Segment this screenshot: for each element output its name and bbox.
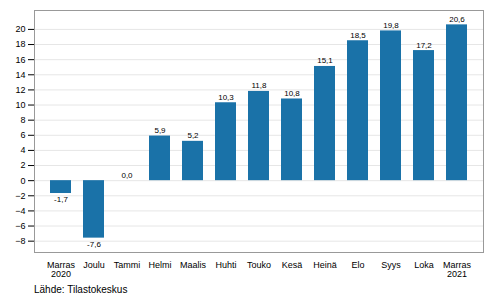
svg-text:14: 14 (15, 70, 25, 80)
svg-text:10,8: 10,8 (284, 89, 300, 98)
svg-text:Syys: Syys (381, 260, 401, 270)
svg-text:0: 0 (20, 176, 25, 186)
svg-text:Heinä: Heinä (313, 260, 337, 270)
svg-text:16: 16 (15, 55, 25, 65)
svg-text:17,2: 17,2 (416, 41, 432, 50)
svg-text:Maalis: Maalis (180, 260, 207, 270)
svg-text:−4: −4 (15, 206, 25, 216)
svg-text:−8: −8 (15, 236, 25, 246)
svg-text:8: 8 (20, 115, 25, 125)
svg-text:0,0: 0,0 (121, 171, 133, 180)
svg-text:Loka: Loka (414, 260, 434, 270)
svg-text:6: 6 (20, 130, 25, 140)
svg-text:12: 12 (15, 85, 25, 95)
svg-text:19,8: 19,8 (383, 21, 399, 30)
svg-text:10: 10 (15, 100, 25, 110)
svg-text:20: 20 (15, 24, 25, 34)
svg-text:-7,6: -7,6 (87, 240, 101, 249)
svg-text:11,8: 11,8 (252, 81, 268, 90)
svg-text:Marras2020: Marras2020 (47, 260, 76, 279)
svg-text:5,9: 5,9 (154, 126, 166, 135)
svg-text:Tammi: Tammi (114, 260, 141, 270)
svg-text:Joulu: Joulu (83, 260, 105, 270)
svg-text:10,3: 10,3 (218, 93, 234, 102)
svg-text:4: 4 (20, 145, 25, 155)
svg-text:-1,7: -1,7 (54, 195, 68, 204)
svg-text:18,5: 18,5 (350, 31, 366, 40)
svg-text:20,6: 20,6 (449, 15, 465, 24)
html-text:Lähde: Tilastokeskus: Lähde: Tilastokeskus (34, 284, 128, 295)
svg-text:−6: −6 (15, 221, 25, 231)
svg-text:15,1: 15,1 (317, 56, 333, 65)
svg-text:Helmi: Helmi (148, 260, 171, 270)
svg-text:−2: −2 (15, 191, 25, 201)
svg-text:Huhti: Huhti (215, 260, 236, 270)
svg-text:Kesä: Kesä (282, 260, 303, 270)
svg-text:Elo: Elo (351, 260, 364, 270)
svg-text:Marras2021: Marras2021 (443, 260, 472, 279)
svg-text:18: 18 (15, 39, 25, 49)
svg-text:5,2: 5,2 (187, 131, 199, 140)
svg-text:2: 2 (20, 160, 25, 170)
svg-text:Touko: Touko (247, 260, 271, 270)
